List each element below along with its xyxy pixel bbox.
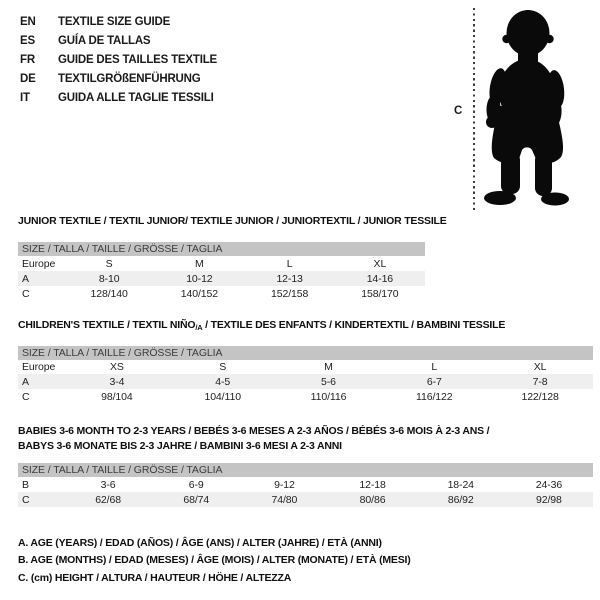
cell: 6-9 [188,478,204,491]
cell: 10-12 [186,272,213,285]
cell: 4-5 [215,375,231,388]
table-row: C 98/104 104/110 110/116 116/122 122/128 [18,389,593,404]
cell: S [219,360,227,373]
table-row: B 3-6 6-9 9-12 12-18 18-24 24-36 [18,477,593,492]
language-code: EN [20,15,36,28]
language-code: DE [20,72,36,85]
cell: 104/110 [204,390,241,403]
row-label: Europe [22,257,56,270]
row-label: C [22,493,30,506]
cell: L [286,257,293,270]
language-code: IT [20,91,30,104]
language-row-it: IT GUIDA ALLE TAGLIE TESSILI [20,88,217,107]
table-row: C 128/140 140/152 152/158 158/170 [18,286,425,301]
language-legend: EN TEXTILE SIZE GUIDE ES GUÍA DE TALLAS … [20,12,217,107]
cell: XL [533,360,547,373]
cell: S [105,257,113,270]
cell: 68/74 [183,493,210,506]
cell: 18-24 [447,478,474,491]
table-row: C 62/68 68/74 74/80 80/86 86/92 92/98 [18,492,593,507]
cell: 6-7 [426,375,442,388]
table-row: A 8-10 10-12 12-13 14-16 [18,271,425,286]
cell: 8-10 [98,272,120,285]
cell: 128/140 [90,287,128,300]
table-row: A 3-4 4-5 5-6 6-7 7-8 [18,374,593,389]
language-code: ES [20,34,35,47]
childrens-textile-section: CHILDREN'S TEXTILE / TEXTIL NIÑO/A / TEX… [18,319,593,409]
guide-title-fr: GUIDE DES TAILLES TEXTILE [58,53,217,66]
height-measure-label: C [454,105,463,117]
baby-silhouette-icon [484,10,569,206]
junior-textile-section: JUNIOR TEXTILE / TEXTIL JUNIOR/ TEXTILE … [18,215,447,305]
row-label: C [22,287,30,300]
section-title-line2: BABYS 3-6 MONATE BIS 2-3 JAHRE / BAMBINI… [18,440,342,452]
row-label: A [22,272,29,285]
cell: 152/158 [270,287,309,300]
table-row: Europe XS S M L XL [18,359,593,374]
cell: 74/80 [271,493,298,506]
section-title: JUNIOR TEXTILE / TEXTIL JUNIOR/ TEXTILE … [18,215,447,227]
cell: 5-6 [321,375,336,388]
cell: M [195,257,204,270]
cell: 140/152 [180,287,218,300]
note-age-months: B. AGE (MONTHS) / EDAD (MESES) / ÂGE (MO… [18,554,411,567]
cell: XS [109,360,124,373]
cell: 12-18 [359,478,386,491]
cell: 86/92 [447,493,474,506]
language-code: FR [20,53,35,66]
section-title-line1: BABIES 3-6 MONTH TO 2-3 YEARS / BEBÉS 3-… [18,425,490,437]
guide-title-de: TEXTILGRÖßENFÜHRUNG [58,72,201,85]
row-label: Europe [22,360,56,373]
cell: L [431,360,438,373]
table-row: Europe S M L XL [18,256,425,271]
cell: M [324,360,333,373]
cell: 3-4 [109,375,125,388]
row-label: C [22,390,30,403]
size-header-bar: SIZE / TALLA / TAILLE / GRÖSSE / TAGLIA [18,242,425,256]
size-header-bar: SIZE / TALLA / TAILLE / GRÖSSE / TAGLIA [18,346,593,360]
row-label: B [22,478,29,491]
cell: 92/98 [536,493,562,506]
cell: 158/170 [361,287,399,300]
cell: 7-8 [532,375,548,388]
cell: 62/68 [95,493,121,506]
cell: 12-13 [276,272,303,285]
language-row-es: ES GUÍA DE TALLAS [20,31,217,50]
note-height-cm: C. (cm) HEIGHT / ALTURA / HAUTEUR / HÖHE… [18,571,292,584]
guide-title-en: TEXTILE SIZE GUIDE [58,15,171,28]
language-row-fr: FR GUIDE DES TAILLES TEXTILE [20,50,217,69]
cell: 3-6 [100,478,116,491]
cell: 14-16 [366,272,394,285]
cell: 9-12 [274,478,295,491]
note-age-years: A. AGE (YEARS) / EDAD (AÑOS) / ÂGE (ANS)… [18,537,382,549]
cell: 116/122 [416,390,453,403]
size-header-bar: SIZE / TALLA / TAILLE / GRÖSSE / TAGLIA [18,463,593,477]
section-title: CHILDREN'S TEXTILE / TEXTIL NIÑO/A / TEX… [18,319,506,332]
guide-title-es: GUÍA DE TALLAS [58,34,151,47]
measure-legend: A. AGE (YEARS) / EDAD (AÑOS) / ÂGE (ANS)… [18,537,411,589]
height-dashed-line [473,8,475,210]
cell: 98/104 [101,390,133,403]
cell: 80/86 [359,493,386,506]
row-label: A [22,375,29,388]
guide-title-it: GUIDA ALLE TAGLIE TESSILI [58,91,214,104]
language-row-en: EN TEXTILE SIZE GUIDE [20,12,217,31]
language-row-de: DE TEXTILGRÖßENFÜHRUNG [20,69,217,88]
babies-textile-section: BABIES 3-6 MONTH TO 2-3 YEARS / BEBÉS 3-… [18,425,593,510]
cell: 24-36 [535,478,563,491]
cell: 110/116 [310,390,347,403]
cell: XL [373,257,387,270]
cell: 122/128 [521,390,559,403]
